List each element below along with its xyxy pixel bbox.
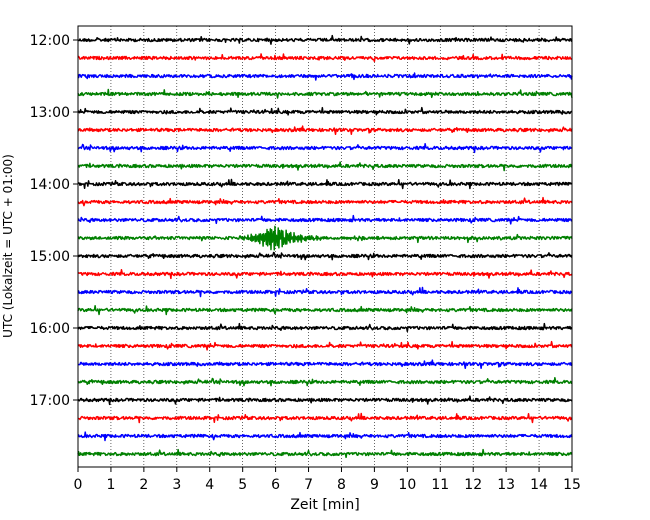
- trace-line: [77, 196, 573, 207]
- x-tick-label: 4: [205, 477, 214, 493]
- y-tick-label: 14:00: [30, 177, 70, 193]
- x-tick-label: 3: [172, 477, 181, 493]
- x-tick-label: 1: [106, 477, 115, 493]
- x-tick-label: 10: [398, 477, 416, 493]
- trace-line: [77, 143, 573, 154]
- trace-line: [77, 125, 573, 136]
- y-tick-label: 16:00: [30, 321, 70, 337]
- trace-line: [77, 431, 573, 442]
- y-tick-label: 17:00: [30, 393, 70, 409]
- trace-line: [77, 322, 573, 333]
- trace-line: [77, 34, 573, 45]
- trace-line: [77, 225, 573, 251]
- x-tick-label: 8: [337, 477, 346, 493]
- y-tick-label: 12:00: [30, 33, 70, 49]
- trace-line: [77, 377, 573, 387]
- x-tick-label: 0: [74, 477, 83, 493]
- trace-line: [77, 251, 573, 261]
- trace-line: [77, 269, 573, 280]
- trace-line: [77, 395, 573, 406]
- x-tick-label: 6: [271, 477, 280, 493]
- x-tick-label: 12: [464, 477, 482, 493]
- x-tick-label: 5: [238, 477, 247, 493]
- x-tick-label: 7: [304, 477, 313, 493]
- trace-line: [77, 359, 573, 370]
- trace-line: [77, 304, 573, 316]
- trace-line: [77, 161, 573, 172]
- x-tick-label: 2: [139, 477, 148, 493]
- y-axis-ticks: 12:00 13:00 14:00 15:00 16:00 17:00: [30, 33, 78, 409]
- trace-line: [77, 106, 573, 116]
- trace-line: [77, 88, 573, 99]
- x-tick-label: 15: [563, 477, 581, 493]
- y-tick-label: 13:00: [30, 105, 70, 121]
- trace-line: [77, 340, 573, 351]
- trace-line: [77, 412, 573, 424]
- trace-line: [77, 448, 573, 459]
- trace-line: [77, 72, 573, 81]
- plot-frame: [77, 25, 573, 468]
- y-axis-label: UTC (Lokalzeit = UTC + 01:00): [1, 154, 15, 338]
- trace-line: [77, 53, 573, 63]
- trace-line: [77, 178, 573, 190]
- x-tick-label: 13: [497, 477, 515, 493]
- x-axis-label: Zeit [min]: [290, 497, 359, 513]
- x-tick-label: 11: [431, 477, 449, 493]
- x-tick-label: 9: [370, 477, 379, 493]
- trace-line: [77, 286, 573, 298]
- x-tick-label: 14: [530, 477, 548, 493]
- trace-line: [77, 214, 573, 225]
- y-tick-label: 15:00: [30, 249, 70, 265]
- seismogram-traces: [77, 34, 573, 459]
- x-axis-ticks: 0 1 2 3 4 5 6 7 8 9 10 11 12 13 14 15: [74, 467, 581, 493]
